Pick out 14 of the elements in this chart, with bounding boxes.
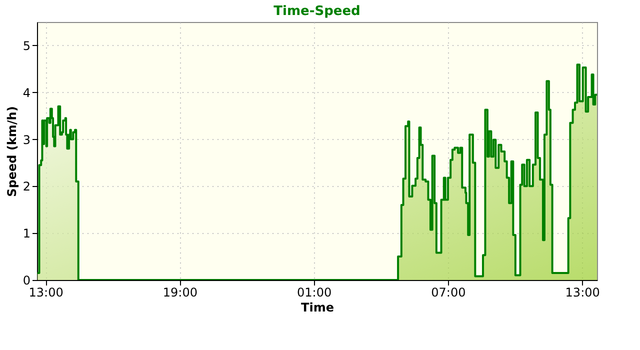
y-tick-label: 4 bbox=[22, 86, 30, 100]
y-tick-label: 0 bbox=[22, 274, 30, 288]
y-tick-label: 5 bbox=[22, 38, 30, 53]
y-tick-label: 3 bbox=[22, 132, 30, 147]
x-tick-label: 13:00 bbox=[28, 286, 64, 300]
y-tick-label: 2 bbox=[22, 180, 30, 194]
x-tick-label: 13:00 bbox=[565, 286, 600, 300]
x-tick-label: 07:00 bbox=[431, 286, 466, 300]
x-tick-label: 19:00 bbox=[162, 286, 198, 300]
x-axis-title: Time bbox=[301, 300, 334, 314]
chart-title: Time-Speed bbox=[274, 4, 360, 19]
y-axis-title: Speed (km/h) bbox=[4, 106, 19, 197]
x-tick-label: 01:00 bbox=[297, 286, 332, 300]
y-tick-label: 1 bbox=[22, 226, 30, 241]
